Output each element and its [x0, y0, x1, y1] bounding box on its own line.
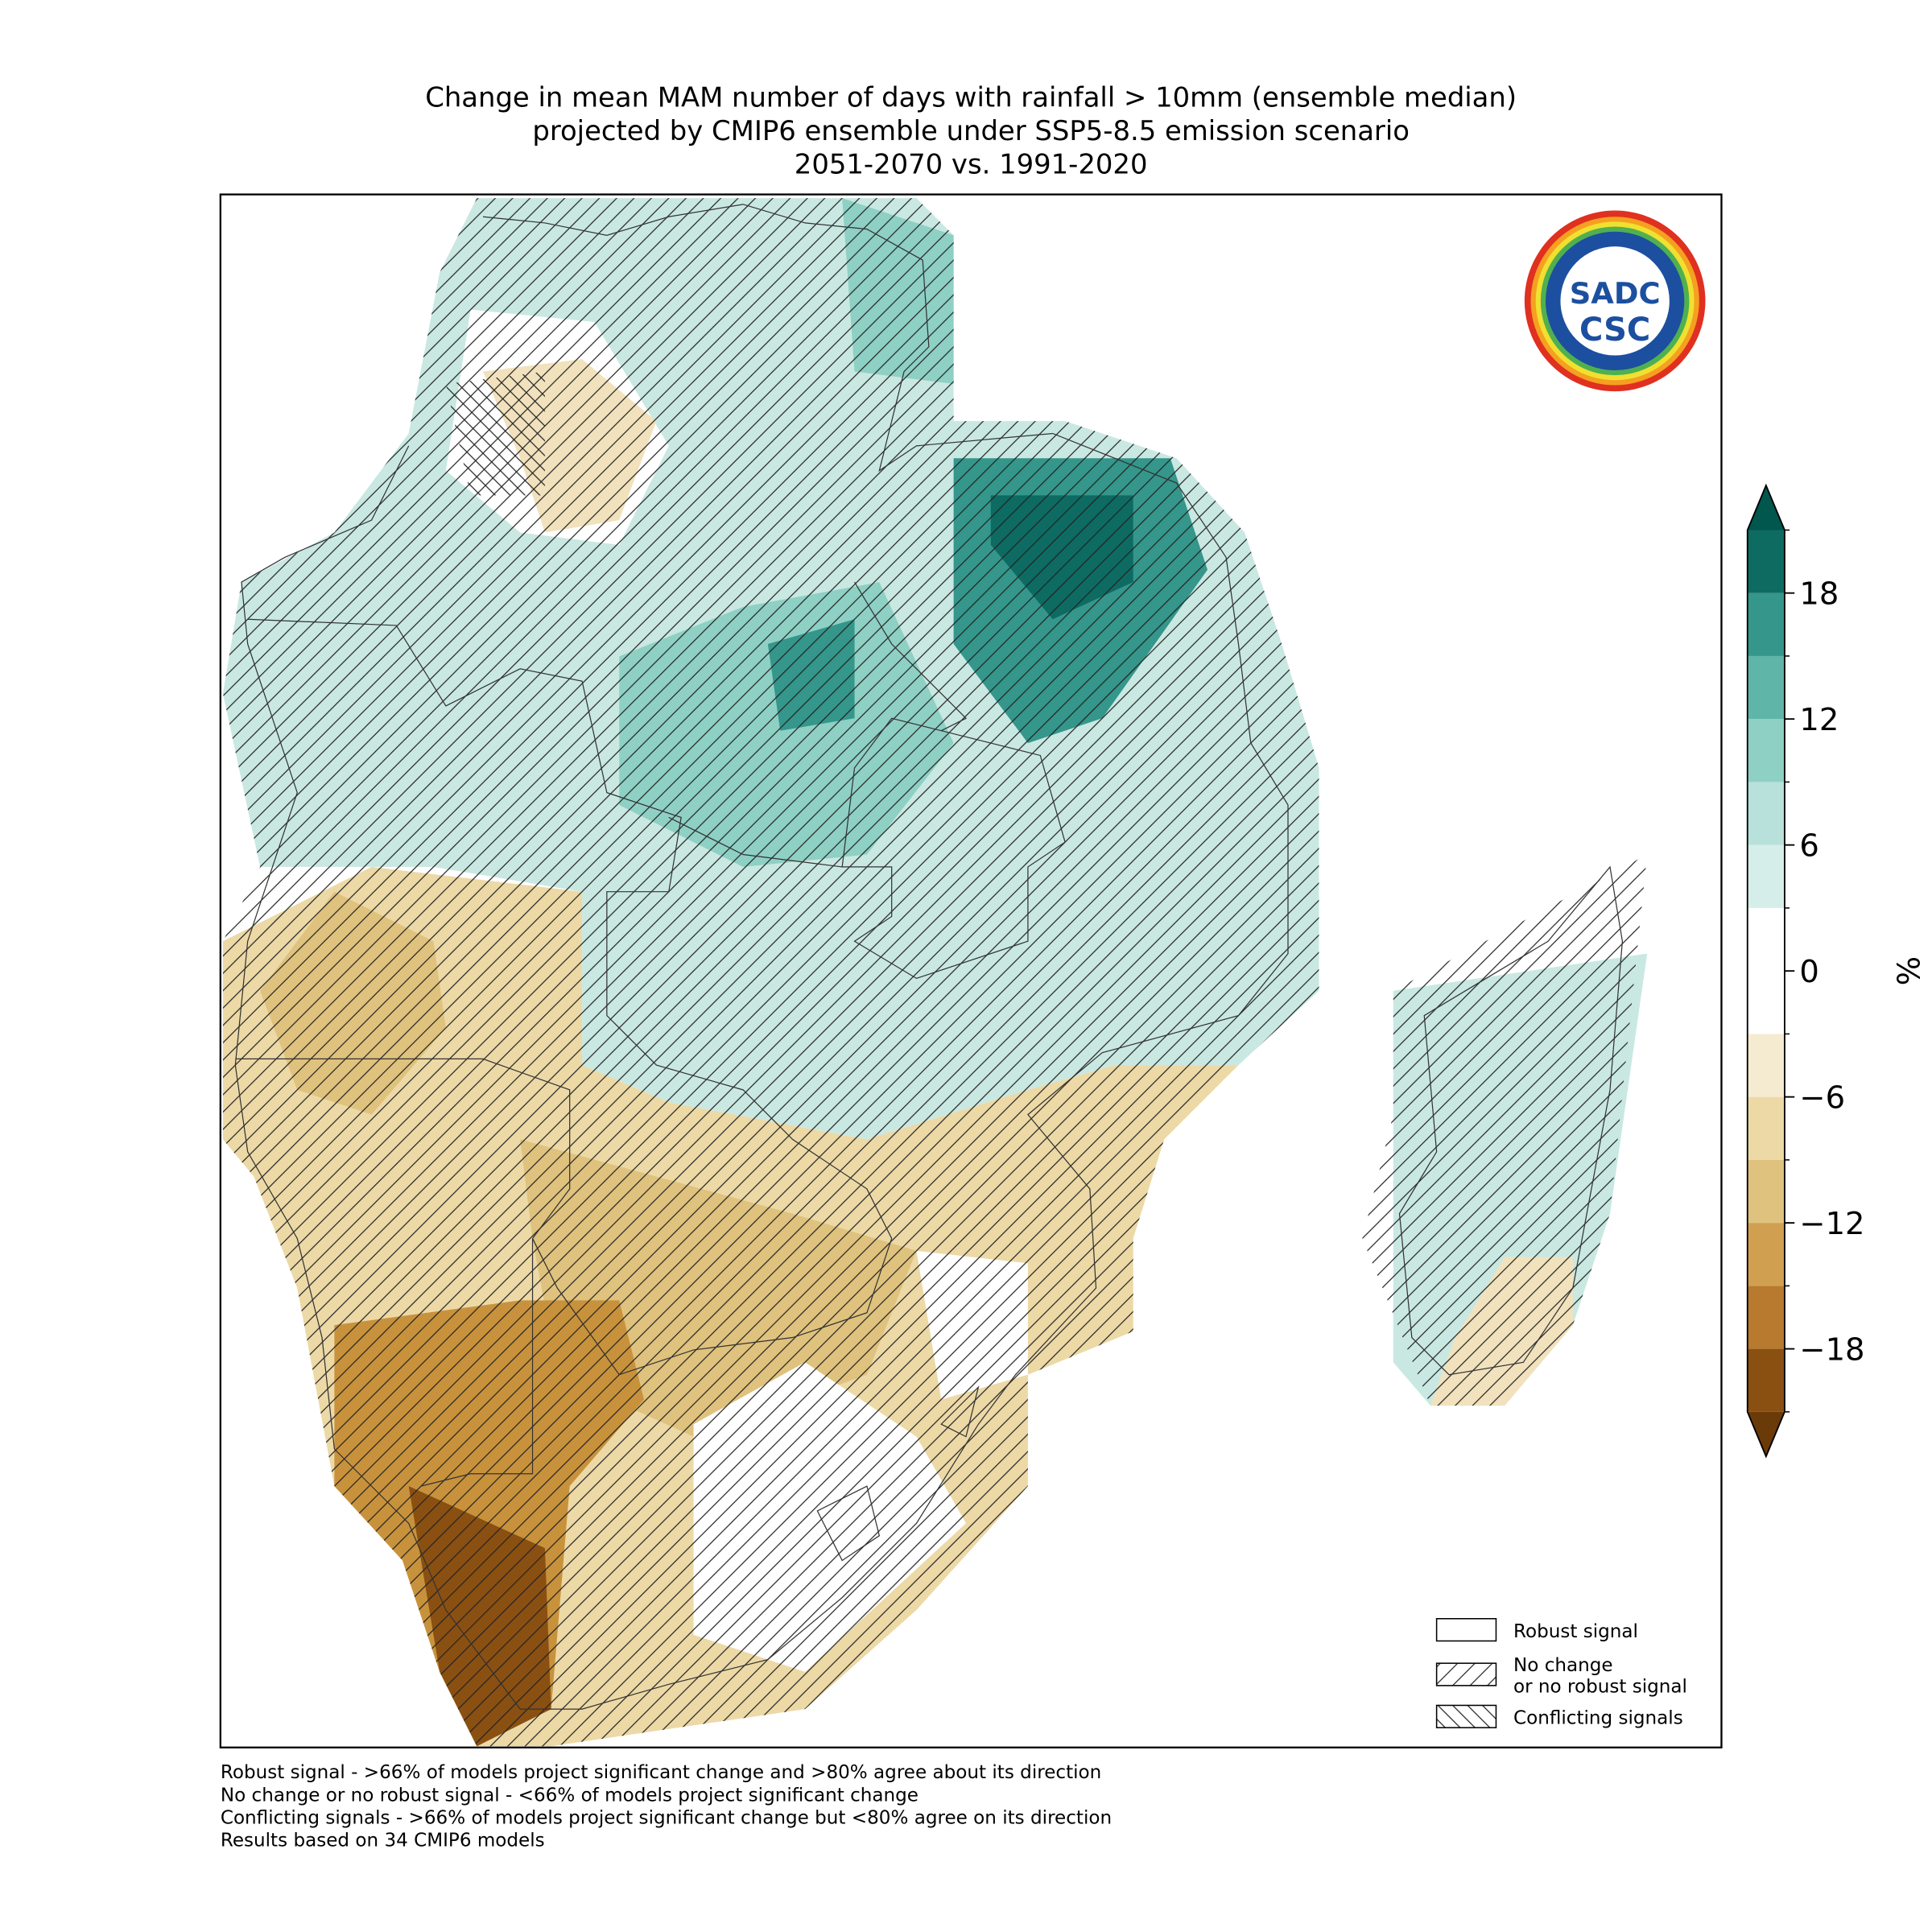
colorbar-segment	[1747, 844, 1785, 908]
colorbar-tick-label: −18	[1799, 1331, 1864, 1368]
footnotes: Robust signal - >66% of models project s…	[221, 1762, 1112, 1851]
legend-label: Robust signal	[1513, 1621, 1638, 1642]
logo-top: SADC	[1570, 276, 1661, 311]
colorbar-extend-over	[1747, 485, 1785, 530]
colorbar-tick-label: 0	[1799, 954, 1818, 990]
colorbar-tick-label: 18	[1799, 576, 1839, 613]
footnote: Conflicting signals - >66% of models pro…	[221, 1808, 1112, 1829]
country-borders	[234, 204, 1624, 1710]
colorbar-tick-label: 12	[1799, 702, 1839, 738]
colorbar-segment	[1747, 1159, 1785, 1224]
legend-swatch	[1435, 1662, 1497, 1686]
colorbar-segment	[1747, 1096, 1785, 1160]
footnote: Robust signal - >66% of models project s…	[221, 1762, 1101, 1783]
logo-center	[1560, 246, 1670, 356]
colorbar-tick-label: −6	[1799, 1080, 1845, 1116]
footnote: No change or no robust signal - <66% of …	[221, 1785, 919, 1806]
colorbar-segment	[1747, 1223, 1785, 1286]
map-frame	[219, 193, 1723, 1748]
colorbar-segment	[1747, 1348, 1785, 1412]
chart-title: Change in mean MAM number of days with r…	[425, 81, 1517, 113]
colorbar-segment	[1747, 1034, 1785, 1097]
colorbar-tick-label: 6	[1799, 828, 1818, 865]
colorbar-segment	[1747, 655, 1785, 720]
chart-title: 2051-2070 vs. 1991-2020	[795, 148, 1148, 180]
colorbar-segment	[1747, 907, 1785, 1034]
legend-label: or no robust signal	[1513, 1676, 1687, 1697]
colorbar: −18 −12 −6 0 6 12 18%	[1746, 483, 1928, 1459]
chart-title: projected by CMIP6 ensemble under SSP5-8…	[532, 115, 1410, 147]
colorbar-segment	[1747, 782, 1785, 845]
colorbar-segment	[1747, 719, 1785, 782]
colorbar-label: %	[1892, 956, 1928, 986]
map	[222, 198, 1648, 1747]
hatch-no-signal	[222, 198, 1319, 1747]
legend-label: Conflicting signals	[1513, 1708, 1683, 1729]
colorbar-segment	[1747, 1286, 1785, 1349]
colorbar-segment	[1747, 592, 1785, 656]
colorbar-segment	[1747, 530, 1785, 593]
hatch-conflicting	[445, 371, 545, 496]
legend-swatch	[1435, 1704, 1497, 1728]
legend-swatch	[1435, 1618, 1497, 1642]
title-block: Change in mean MAM number of days with r…	[425, 81, 1517, 180]
colorbar-extend-under	[1747, 1411, 1785, 1457]
logo: SADC CSC	[1524, 210, 1706, 392]
hatch-no-signal	[1362, 854, 1648, 1406]
colorbar-tick-label: −12	[1799, 1206, 1864, 1242]
logo-bottom: CSC	[1579, 312, 1650, 349]
legend-label: No change	[1513, 1655, 1613, 1676]
footnote: Results based on 34 CMIP6 models	[221, 1831, 545, 1852]
